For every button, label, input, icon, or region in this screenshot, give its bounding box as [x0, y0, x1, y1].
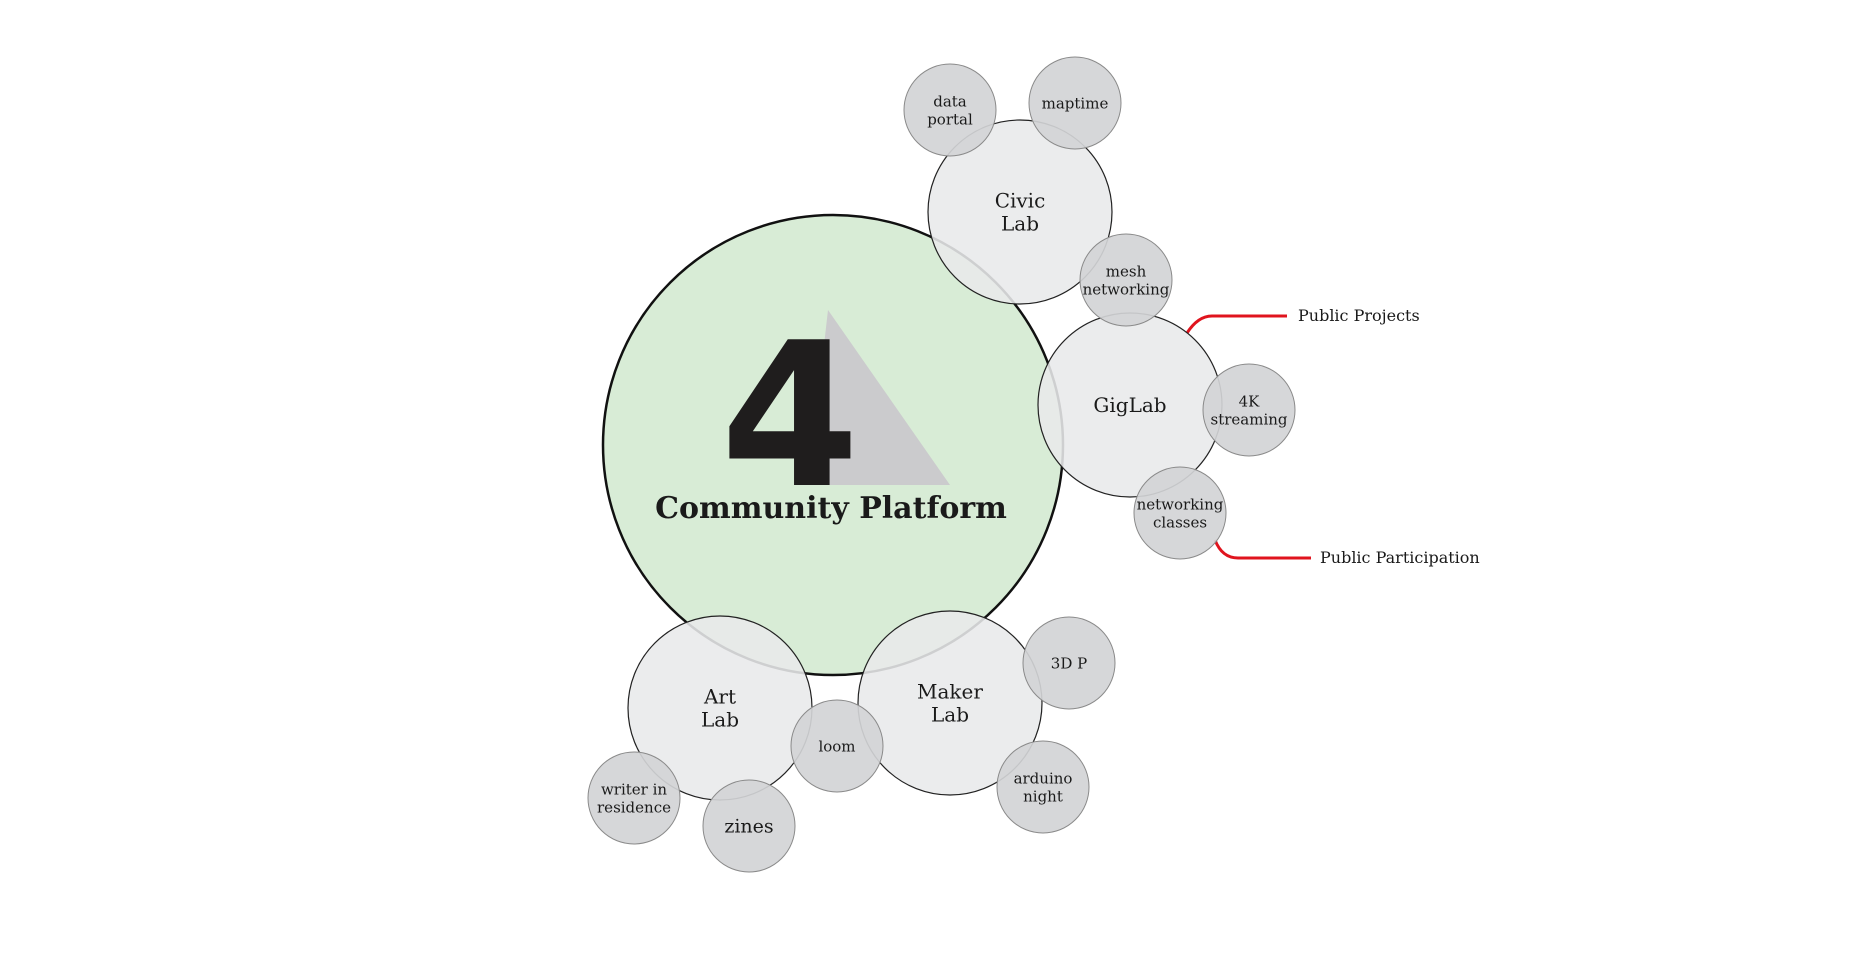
maptime-bubble-circle	[1028, 56, 1122, 150]
logo-triangle	[808, 310, 950, 485]
gig-lab-label-line: GigLab	[1093, 393, 1166, 417]
streaming-4k-bubble-circle	[1202, 363, 1296, 457]
print-3d-bubble-label-line: 3D P	[1051, 654, 1087, 672]
maptime-bubble-label-line: maptime	[1042, 94, 1109, 112]
streaming-4k-bubble-label-line: 4K	[1239, 392, 1261, 410]
networking-classes-bubble-label-line: classes	[1153, 513, 1207, 531]
maker-lab-circle	[857, 610, 1043, 796]
loom-bubble-circle	[790, 699, 884, 793]
print-3d-bubble: 3D P	[1022, 616, 1116, 710]
data-portal-bubble-label-line: portal	[927, 110, 973, 128]
mesh-networking-bubble-circle	[1079, 233, 1173, 327]
public-projects-label: Public Projects	[1298, 306, 1420, 325]
mesh-networking-bubble-label-line: mesh	[1106, 262, 1147, 280]
mesh-networking-bubble-label-line: networking	[1083, 280, 1170, 298]
public-participation-label: Public Participation	[1320, 548, 1480, 567]
art-lab-label-line: Lab	[701, 708, 739, 732]
arduino-night-bubble-label-line: arduino	[1014, 769, 1073, 787]
writer-in-residence-bubble-circle	[587, 751, 681, 845]
zines-bubble-circle	[702, 779, 796, 873]
logo-digit: 4	[720, 300, 859, 533]
zines-bubble-label-line: zines	[724, 816, 773, 838]
maptime-bubble: maptime	[1028, 56, 1122, 150]
writer-in-residence-bubble-label-line: residence	[597, 798, 671, 816]
bubbles-layer: CivicLabGigLabArtLabMakerLabdataportalma…	[587, 56, 1296, 873]
maker-lab-label-line: Lab	[931, 703, 969, 727]
loom-bubble: loom	[790, 699, 884, 793]
arduino-night-bubble-circle	[996, 740, 1090, 834]
civic-lab-label-line: Civic	[995, 189, 1046, 213]
streaming-4k-bubble-label-line: streaming	[1211, 410, 1288, 428]
networking-classes-bubble-label-line: networking	[1137, 495, 1224, 513]
gig-lab: GigLab	[1037, 312, 1223, 498]
arduino-night-bubble-label-line: night	[1023, 787, 1063, 805]
print-3d-bubble-circle	[1022, 616, 1116, 710]
public-projects-connector	[1185, 314, 1287, 334]
maker-lab-label-line: Maker	[917, 680, 983, 704]
writer-in-residence-bubble-label-line: writer in	[601, 780, 667, 798]
civic-lab-circle	[927, 119, 1113, 305]
data-portal-bubble-label-line: data	[933, 92, 967, 110]
public-participation-connector	[1213, 539, 1311, 560]
data-portal-bubble-circle	[903, 63, 997, 157]
civic-lab-label-line: Lab	[1001, 212, 1039, 236]
zines-bubble: zines	[702, 779, 796, 873]
loom-bubble-label-line: loom	[818, 737, 855, 755]
networking-classes-bubble-circle	[1133, 466, 1227, 560]
community-platform-title: Community Platform	[655, 491, 1007, 526]
art-lab-label-line: Art	[703, 685, 736, 709]
